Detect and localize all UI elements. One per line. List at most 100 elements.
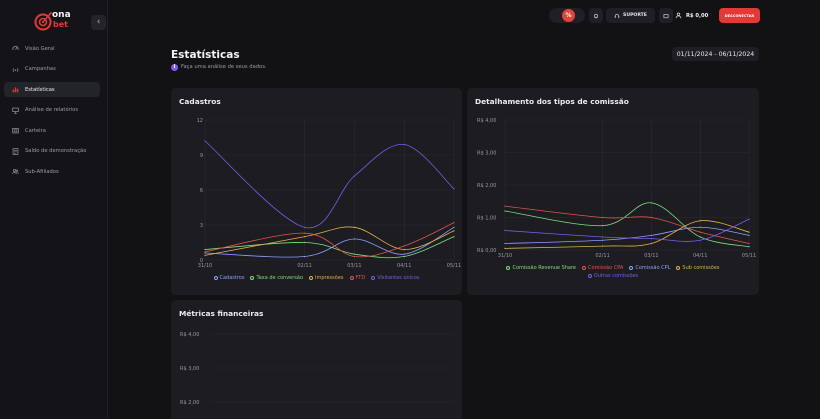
data-point-cadastros[interactable] bbox=[453, 226, 455, 228]
data-point-comissao-cpa[interactable] bbox=[602, 216, 604, 219]
data-point-comissao-cpa[interactable] bbox=[504, 205, 506, 207]
sidebar-item-sub-afiliados[interactable]: Sub-Afiliados bbox=[4, 164, 100, 179]
data-point-outras-comissoes[interactable] bbox=[602, 236, 604, 238]
date-range-picker[interactable]: 01/11/2024 - 06/11/2024 bbox=[672, 47, 759, 61]
disconnect-button[interactable]: DESCONECTAR bbox=[719, 8, 760, 23]
data-point-comissao-revenue-share[interactable] bbox=[748, 246, 750, 248]
data-point-comissao-revenue-share[interactable] bbox=[504, 210, 506, 212]
legend-label: Visitantes únicos bbox=[377, 275, 420, 281]
legend-item-sub-comissoes[interactable]: Sub comissões bbox=[676, 265, 720, 271]
support-button[interactable]: SUPORTE bbox=[606, 8, 655, 23]
y-tick-label: 0 bbox=[200, 258, 203, 264]
data-point-impressoes[interactable] bbox=[403, 248, 405, 251]
legend-marker bbox=[629, 266, 634, 270]
data-point-comissao-revenue-share[interactable] bbox=[650, 202, 652, 204]
data-point-outras-comissoes[interactable] bbox=[650, 238, 652, 240]
wallet-button[interactable] bbox=[659, 8, 673, 23]
data-point-impressoes[interactable] bbox=[204, 254, 206, 256]
sidebar-item-analise-relatorios[interactable]: Análise de relatórios bbox=[4, 103, 100, 118]
data-point-visitantes-unicos[interactable] bbox=[204, 140, 206, 142]
y-tick-label: R$ 1,00 bbox=[477, 216, 496, 222]
data-point-comissao-revenue-share[interactable] bbox=[699, 236, 701, 238]
data-point-cadastros[interactable] bbox=[403, 253, 405, 255]
user-icon bbox=[675, 12, 682, 19]
data-point-comissao-cpl[interactable] bbox=[650, 234, 652, 236]
info-icon: i bbox=[171, 64, 178, 71]
logo-text-bottom: bet bbox=[53, 20, 68, 29]
legend-item-taxa-de-conversao[interactable]: Taxa de conversão bbox=[250, 275, 303, 281]
metricas-chart[interactable]: R$ 2,00 R$ 3,00 R$ 4,00 bbox=[171, 300, 462, 419]
data-point-sub-comissoes[interactable] bbox=[504, 247, 506, 249]
data-point-cadastros[interactable] bbox=[304, 255, 306, 258]
data-point-taxa-de-conversao[interactable] bbox=[353, 253, 355, 255]
legend-item-visitantes-unicos[interactable]: Visitantes únicos bbox=[371, 275, 419, 281]
legend-label: Comissão Revenue Share bbox=[512, 265, 577, 271]
legend-item-comissao-revenue-share[interactable]: Comissão Revenue Share bbox=[506, 265, 576, 271]
logo-text-top: ona bbox=[52, 10, 71, 20]
data-point-sub-comissoes[interactable] bbox=[699, 220, 701, 222]
onabet-logo[interactable]: ona bet bbox=[34, 10, 76, 32]
data-point-outras-comissoes[interactable] bbox=[699, 239, 701, 241]
data-point-comissao-cpl[interactable] bbox=[748, 234, 750, 236]
data-point-comissao-cpa[interactable] bbox=[748, 242, 750, 245]
balance-display[interactable]: R$ 0,00 bbox=[675, 8, 717, 23]
comissao-chart[interactable]: R$ 0,00 R$ 1,00 R$ 2,00 R$ 3,00 R$ 4,00 31/10… bbox=[467, 88, 759, 295]
data-point-comissao-revenue-share[interactable] bbox=[602, 225, 604, 227]
bar-chart-icon bbox=[11, 86, 19, 94]
data-point-cadastros[interactable] bbox=[204, 252, 206, 254]
data-point-outras-comissoes[interactable] bbox=[748, 218, 750, 220]
series-line-impressoes[interactable] bbox=[204, 226, 455, 256]
data-point-sub-comissoes[interactable] bbox=[602, 245, 604, 247]
data-point-visitantes-unicos[interactable] bbox=[403, 143, 405, 146]
series-line-ftd[interactable] bbox=[204, 222, 455, 258]
data-point-sub-comissoes[interactable] bbox=[748, 231, 750, 233]
data-point-ftd[interactable] bbox=[304, 232, 306, 234]
data-point-ftd[interactable] bbox=[403, 245, 405, 247]
y-tick-label: 12 bbox=[197, 118, 203, 124]
series-line-outras-comissoes[interactable] bbox=[504, 218, 750, 242]
cadastros-chart[interactable]: 0 3 6 9 12 31/10 02/11 03/11 04/11 05/11 bbox=[171, 88, 462, 295]
data-point-ftd[interactable] bbox=[204, 251, 206, 253]
data-point-taxa-de-conversao[interactable] bbox=[453, 236, 455, 238]
data-point-impressoes[interactable] bbox=[453, 230, 455, 232]
data-point-taxa-de-conversao[interactable] bbox=[304, 241, 306, 244]
data-point-comissao-cpl[interactable] bbox=[699, 226, 701, 228]
data-point-impressoes[interactable] bbox=[353, 226, 355, 228]
metricas-card: Métricas financeiras R$ 2,00 R$ 3,00 R$ 4,… bbox=[171, 300, 462, 419]
percent-icon[interactable]: % bbox=[562, 9, 575, 22]
series-line-sub-comissoes[interactable] bbox=[504, 220, 750, 249]
data-point-outras-comissoes[interactable] bbox=[504, 229, 506, 232]
data-point-taxa-de-conversao[interactable] bbox=[403, 255, 405, 258]
data-point-ftd[interactable] bbox=[353, 255, 355, 258]
legend-item-ftd[interactable]: FTD bbox=[349, 275, 365, 281]
series-line-taxa-de-conversao[interactable] bbox=[204, 236, 455, 259]
legend-item-comissao-cpl[interactable]: Comissão CPL bbox=[629, 265, 670, 271]
series-line-visitantes-unicos[interactable] bbox=[204, 140, 455, 229]
data-point-sub-comissoes[interactable] bbox=[650, 242, 652, 245]
data-point-comissao-cpa[interactable] bbox=[699, 231, 701, 233]
data-point-visitantes-unicos[interactable] bbox=[353, 175, 355, 177]
data-point-cadastros[interactable] bbox=[353, 238, 355, 240]
data-point-comissao-cpl[interactable] bbox=[504, 242, 506, 245]
data-point-taxa-de-conversao[interactable] bbox=[204, 248, 206, 251]
notifications-button[interactable] bbox=[589, 8, 603, 23]
data-point-visitantes-unicos[interactable] bbox=[304, 226, 306, 228]
sidebar-item-estatisticas[interactable]: Estatísticas bbox=[4, 82, 100, 97]
data-point-visitantes-unicos[interactable] bbox=[453, 188, 455, 190]
legend-item-outras-comissoes[interactable]: Outras comissões bbox=[587, 273, 638, 279]
y-tick-label: R$ 0,00 bbox=[477, 248, 496, 254]
data-point-comissao-cpa[interactable] bbox=[650, 216, 652, 219]
series-line-comissao-revenue-share[interactable] bbox=[504, 202, 750, 248]
legend-item-comissao-cpa[interactable]: Comissão CPA bbox=[582, 265, 623, 271]
sidebar-item-campanhas[interactable]: Campanhas bbox=[4, 62, 100, 77]
data-point-ftd[interactable] bbox=[453, 222, 455, 224]
data-point-comissao-cpl[interactable] bbox=[602, 239, 604, 241]
sidebar-collapse-button[interactable]: ‹ bbox=[91, 15, 106, 30]
sidebar-item-carteira[interactable]: Carteira bbox=[4, 123, 100, 138]
legend-item-cadastros[interactable]: Cadastros bbox=[213, 275, 244, 281]
sidebar-item-visao-geral[interactable]: Visão Geral bbox=[4, 41, 100, 56]
report-icon bbox=[11, 106, 19, 114]
legend-item-impressoes[interactable]: Impressões bbox=[309, 275, 344, 281]
data-point-impressoes[interactable] bbox=[304, 236, 306, 238]
sidebar-item-saldo-demonstracao[interactable]: Saldo de demonstração bbox=[4, 144, 100, 159]
